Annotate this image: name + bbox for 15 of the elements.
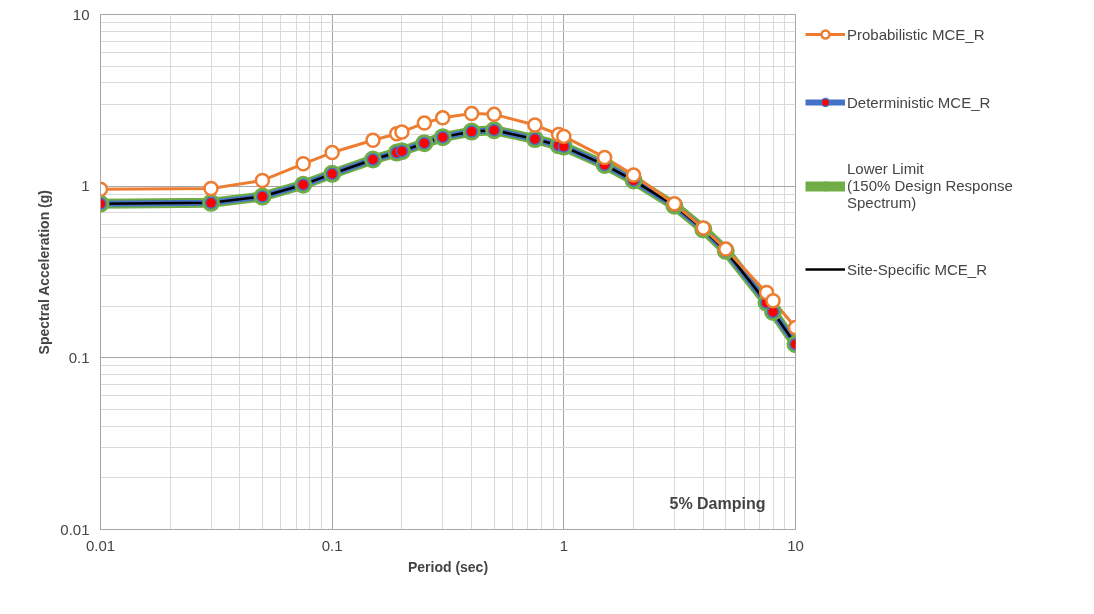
- x-tick-label: 10: [787, 536, 804, 554]
- legend-label: Probabilistic MCE_R: [847, 25, 985, 43]
- x-tick-label: 0.01: [85, 536, 116, 554]
- y-tick-label: 1: [81, 177, 90, 195]
- x-tick-label: 1: [559, 536, 569, 554]
- y-tick-label: 0.1: [68, 348, 90, 366]
- x-tick-label: 0.1: [321, 536, 343, 554]
- y-tick-label: 10: [72, 5, 90, 23]
- legend-label: Site-Specific MCE_R: [847, 260, 988, 278]
- x-axis-title: Period (sec): [407, 558, 489, 575]
- y-tick-label: 0.01: [60, 520, 90, 538]
- y-axis-title: Spectral Acceleration (g): [36, 190, 53, 355]
- legend-label: Lower Limit (150% Design Response Spectrum): [847, 160, 1013, 211]
- legend-label: Deterministic MCE_R: [847, 93, 991, 111]
- annotation: 5% Damping: [669, 494, 766, 512]
